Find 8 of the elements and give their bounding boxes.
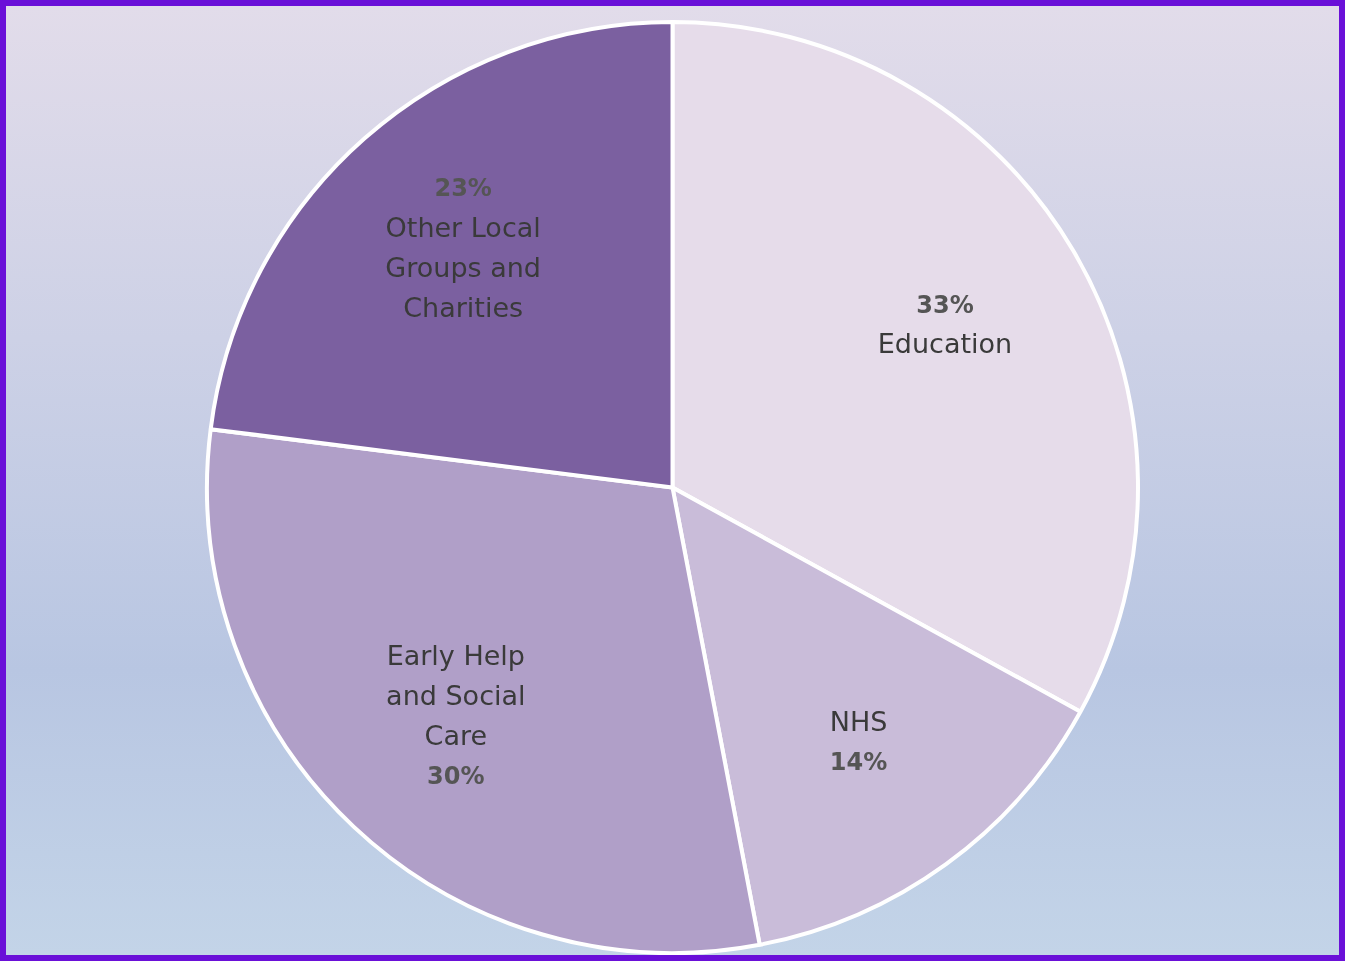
- slice-label: Early Help and Social Care: [386, 640, 526, 752]
- data-label: 14%: [829, 747, 888, 776]
- data-label: 30%: [427, 762, 485, 791]
- slice-label: Other Local Groups and Charities: [385, 212, 541, 324]
- slice-label: NHS: [829, 705, 888, 737]
- data-label: 23%: [434, 174, 492, 203]
- slice-label: Education: [877, 328, 1013, 360]
- data-label: 33%: [916, 290, 974, 319]
